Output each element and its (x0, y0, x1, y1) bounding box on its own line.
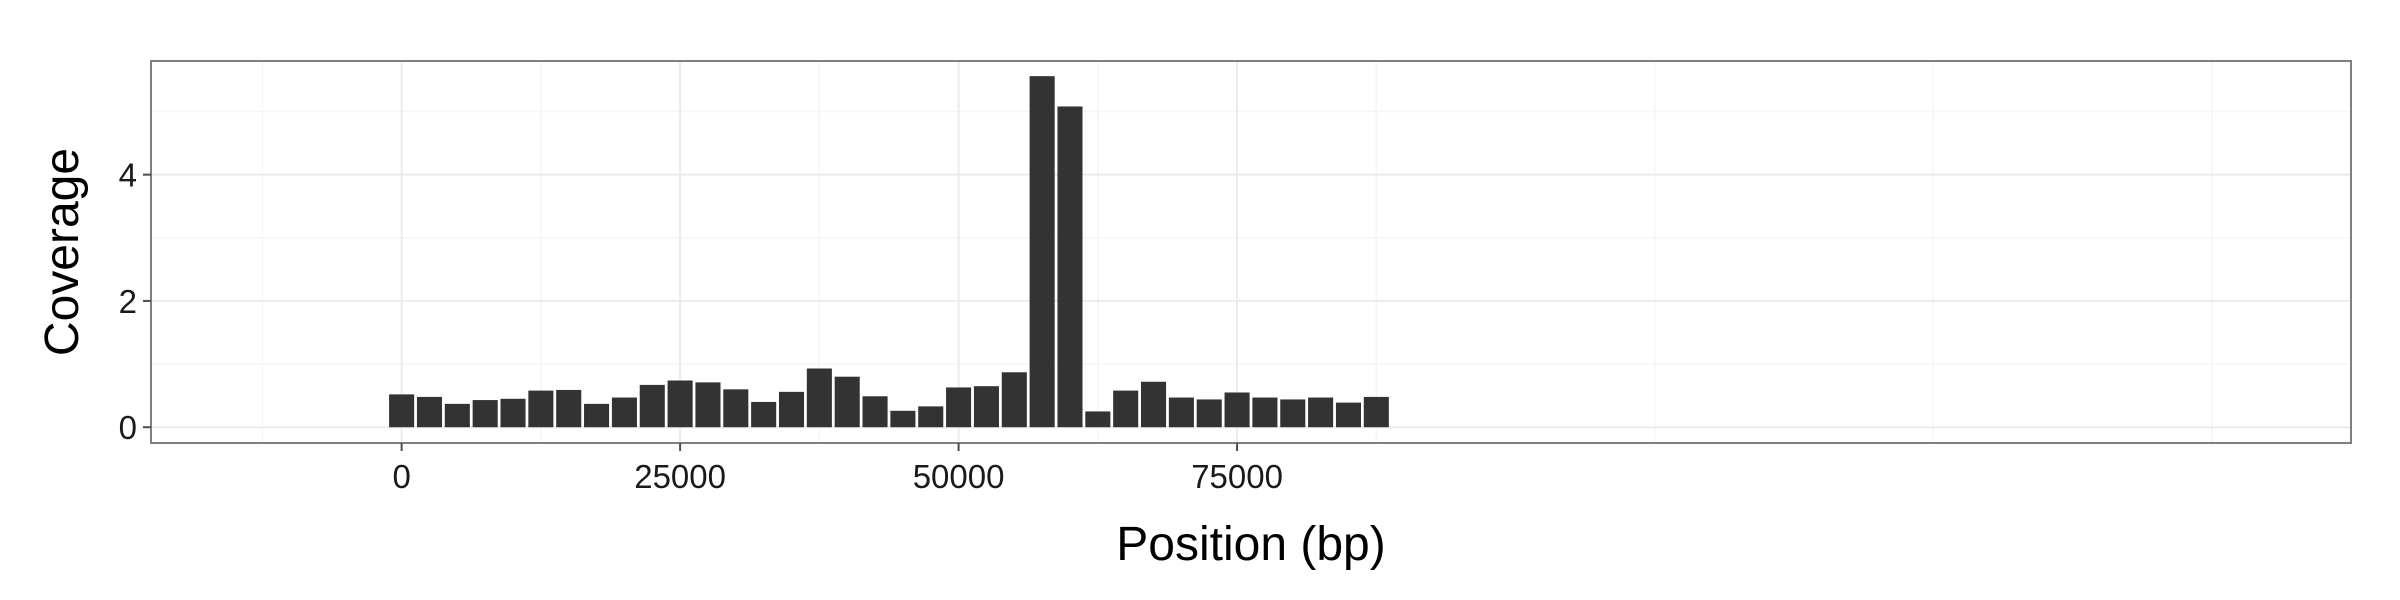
bar (1335, 402, 1361, 428)
bar (1029, 76, 1055, 428)
bar (1224, 392, 1250, 428)
bar (639, 384, 665, 428)
plot-panel (150, 60, 2352, 444)
bar (973, 386, 999, 428)
bar (584, 403, 610, 428)
y-axis-ticks: 0 2 4 (119, 157, 151, 446)
y-tick-label: 0 (119, 409, 137, 446)
bar (416, 396, 443, 428)
bar (556, 389, 582, 428)
minor-gridlines (151, 61, 2351, 443)
bar (1113, 390, 1139, 428)
bar (946, 387, 972, 428)
x-tick-label: 25000 (634, 458, 726, 495)
y-axis-title: Coverage (36, 148, 89, 356)
bar (751, 401, 777, 428)
bars (389, 76, 1389, 428)
bar (611, 397, 637, 428)
bar (444, 403, 470, 428)
x-tick-label: 50000 (913, 458, 1005, 495)
bar (918, 406, 944, 428)
bar (834, 376, 860, 428)
bar (667, 380, 693, 428)
major-gridlines (151, 61, 2351, 443)
bar (528, 390, 554, 428)
x-axis-title: Position (bp) (1116, 518, 1385, 571)
bar (1196, 399, 1222, 428)
bar (1168, 397, 1194, 428)
bar (806, 368, 832, 428)
y-tick-label: 2 (119, 283, 137, 320)
bar (1252, 397, 1278, 428)
panel-border (150, 60, 2352, 444)
bar (1141, 381, 1167, 428)
panel-background (151, 61, 2351, 443)
bar (500, 398, 526, 428)
bar (472, 400, 498, 428)
bar (1001, 372, 1027, 428)
x-axis-ticks: 0 25000 50000 75000 (392, 443, 1283, 495)
bar (1057, 106, 1083, 428)
x-tick-label: 75000 (1191, 458, 1283, 495)
bar (695, 382, 721, 428)
bar (723, 389, 749, 428)
bar (890, 410, 916, 428)
bar (862, 396, 888, 428)
bar (389, 394, 415, 428)
bar (1308, 397, 1334, 428)
bar (1085, 411, 1111, 428)
bar (1363, 396, 1389, 428)
y-tick-label: 4 (119, 157, 137, 194)
bar (778, 391, 805, 428)
x-tick-label: 0 (392, 458, 410, 495)
bar (1280, 399, 1306, 428)
